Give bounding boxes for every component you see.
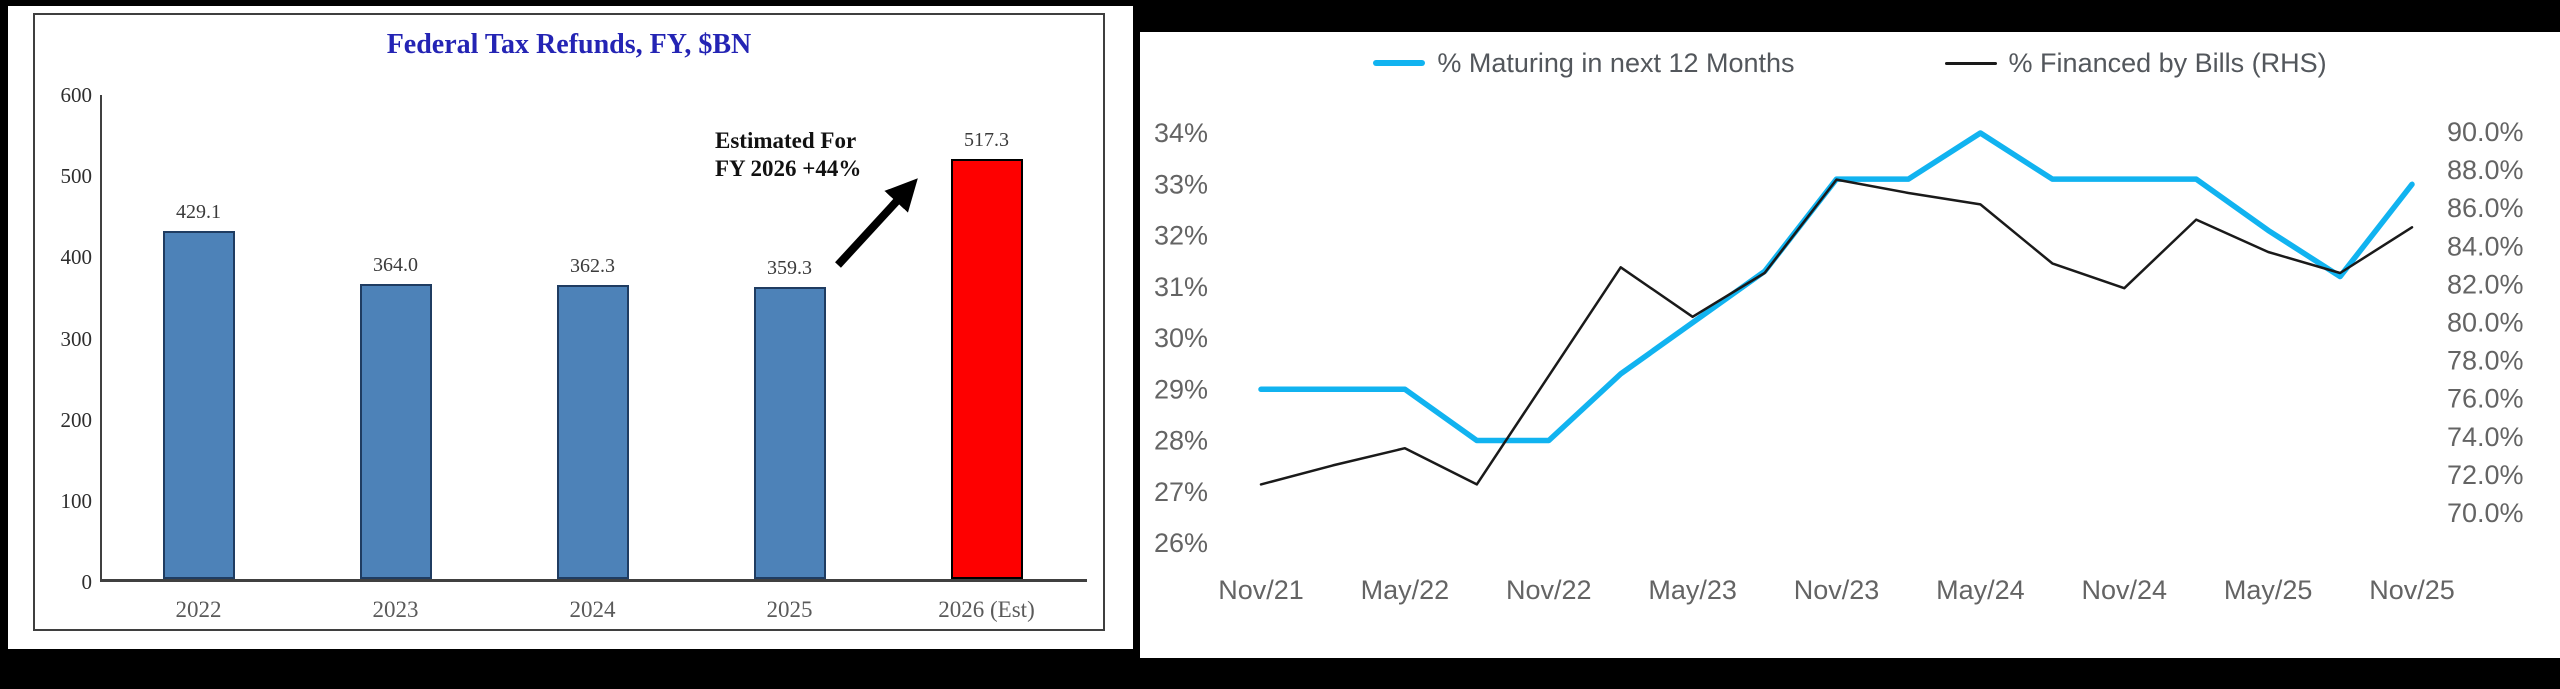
bar (556, 285, 629, 579)
left-axis-tick-label: 31% (1154, 272, 1208, 302)
left-axis-tick-label: 26% (1154, 528, 1208, 558)
estimate-annotation-line1: Estimated For (715, 128, 857, 153)
bar-value-label: 517.3 (964, 129, 1009, 151)
left-axis-tick-label: 33% (1154, 169, 1208, 199)
x-axis-tick-label: Nov/24 (2081, 575, 2167, 605)
y-tick-label: 300 (60, 326, 93, 351)
left-axis-tick-label: 27% (1154, 477, 1208, 507)
x-axis-tick-label: May/25 (2224, 575, 2313, 605)
right-axis-tick-label: 78.0% (2447, 346, 2524, 376)
bar-chart-title: Federal Tax Refunds, FY, $BN (386, 29, 752, 60)
left-axis-tick-label: 29% (1154, 374, 1208, 404)
left-axis-tick-label: 30% (1154, 323, 1208, 353)
x-axis-tick-label: Nov/22 (1506, 575, 1592, 605)
legend: % Maturing in next 12 Months % Financed … (1140, 44, 2560, 82)
bar-value-label: 429.1 (176, 201, 221, 223)
x-axis-tick-label: Nov/23 (1794, 575, 1880, 605)
y-tick-label: 0 (81, 570, 93, 594)
x-axis-tick-label: May/23 (1648, 575, 1737, 605)
bar (162, 231, 235, 579)
y-tick-label: 200 (60, 407, 93, 432)
x-axis-tick-label: Nov/21 (1218, 575, 1304, 605)
y-tick-label: 600 (60, 83, 93, 107)
estimate-annotation-line2: FY 2026 +44% (715, 156, 862, 181)
right-axis-tick-label: 80.0% (2447, 308, 2524, 338)
series-line-bills (1259, 178, 2414, 486)
bar (359, 284, 432, 579)
right-axis-tick-label: 82.0% (2447, 269, 2524, 299)
x-axis-tick-label: May/24 (1936, 575, 2025, 605)
bar (950, 159, 1023, 579)
right-axis-tick-label: 88.0% (2447, 155, 2524, 185)
right-axis-tick-label: 72.0% (2447, 460, 2524, 490)
maturity-bills-chart-panel: % Maturing in next 12 Months % Financed … (1140, 32, 2560, 658)
y-tick-label: 400 (60, 245, 93, 270)
left-axis-tick-label: 34% (1154, 118, 1208, 148)
y-tick-label: 500 (60, 164, 93, 189)
left-axis-tick-label: 32% (1154, 221, 1208, 251)
estimate-annotation: Estimated For FY 2026 +44% (715, 127, 861, 183)
right-axis-tick-label: 86.0% (2447, 193, 2524, 223)
bar (753, 287, 826, 579)
tax-refunds-chart-frame: Federal Tax Refunds, FY, $BN 0 100 200 300 4… (33, 13, 1105, 631)
category-label: 2024 (569, 597, 616, 622)
tax-refunds-chart-card: Federal Tax Refunds, FY, $BN 0 100 200 300 4… (8, 6, 1133, 649)
category-label: 2022 (175, 597, 222, 622)
bills-series-swatch (1944, 61, 1997, 65)
legend-label-bills: % Financed by Bills (RHS) (2008, 47, 2327, 78)
y-tick-label: 100 (60, 488, 93, 513)
right-axis-tick-label: 74.0% (2447, 422, 2524, 452)
right-axis-tick-label: 70.0% (2447, 498, 2524, 528)
left-axis-tick-label: 28% (1154, 426, 1208, 456)
category-label: 2025 (766, 597, 813, 622)
y-axis-line (100, 95, 102, 579)
bar-value-label: 364.0 (373, 254, 418, 276)
category-label: 2026 (Est) (938, 597, 1035, 622)
x-axis-line (100, 579, 1087, 582)
category-label: 2023 (372, 597, 419, 622)
legend-item-maturing: % Maturing in next 12 Months (1373, 47, 1795, 79)
bar-value-label: 359.3 (767, 257, 812, 279)
legend-item-bills: % Financed by Bills (RHS) (1944, 47, 2327, 79)
legend-label-maturing: % Maturing in next 12 Months (1437, 47, 1795, 78)
bar-value-label: 362.3 (570, 255, 615, 277)
maturing-series-swatch (1373, 60, 1426, 66)
line-chart-plot-area: 34% 33% 32% 31% 30% 29% 28% 27% 26% 90.0% 88.0% 86.… (1154, 117, 2524, 605)
right-axis-tick-label: 76.0% (2447, 384, 2524, 414)
right-axis-tick-label: 84.0% (2447, 231, 2524, 261)
x-axis-tick-label: Nov/25 (2369, 575, 2455, 605)
x-axis-tick-label: May/22 (1361, 575, 1450, 605)
right-axis-tick-label: 90.0% (2447, 117, 2524, 147)
